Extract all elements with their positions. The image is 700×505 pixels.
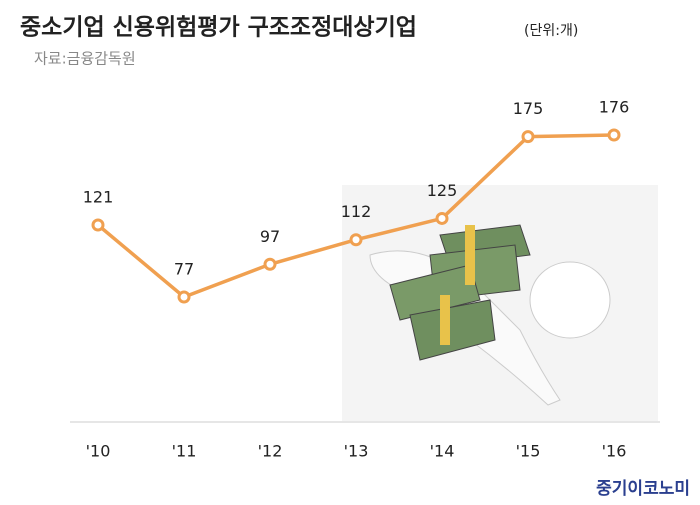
value-label: 121 xyxy=(83,188,114,207)
marker xyxy=(349,233,363,247)
marker xyxy=(607,128,621,142)
value-label: 97 xyxy=(260,227,280,246)
chart-title: 중소기업 신용위험평가 구조조정대상기업 xyxy=(20,15,417,41)
x-tick-label: '10 xyxy=(86,442,111,461)
x-tick-label: '15 xyxy=(516,442,541,461)
marker xyxy=(435,211,449,225)
x-tick-label: '14 xyxy=(430,442,455,461)
brand: 중기이코노미 xyxy=(596,479,690,499)
value-label: 112 xyxy=(341,202,372,221)
value-label: 175 xyxy=(513,99,544,118)
value-label: 125 xyxy=(427,181,458,200)
value-label: 176 xyxy=(599,98,630,117)
marker xyxy=(521,130,535,144)
illustration xyxy=(342,185,658,421)
x-tick-label: '12 xyxy=(258,442,283,461)
value-label: 77 xyxy=(174,260,194,279)
x-tick-label: '13 xyxy=(344,442,369,461)
marker xyxy=(91,218,105,232)
marker xyxy=(177,290,191,304)
x-tick-label: '16 xyxy=(602,442,627,461)
marker xyxy=(263,257,277,271)
x-tick-label: '11 xyxy=(172,442,197,461)
source: 자료:금융감독원 xyxy=(34,50,136,68)
unit: (단위:개) xyxy=(524,23,578,39)
